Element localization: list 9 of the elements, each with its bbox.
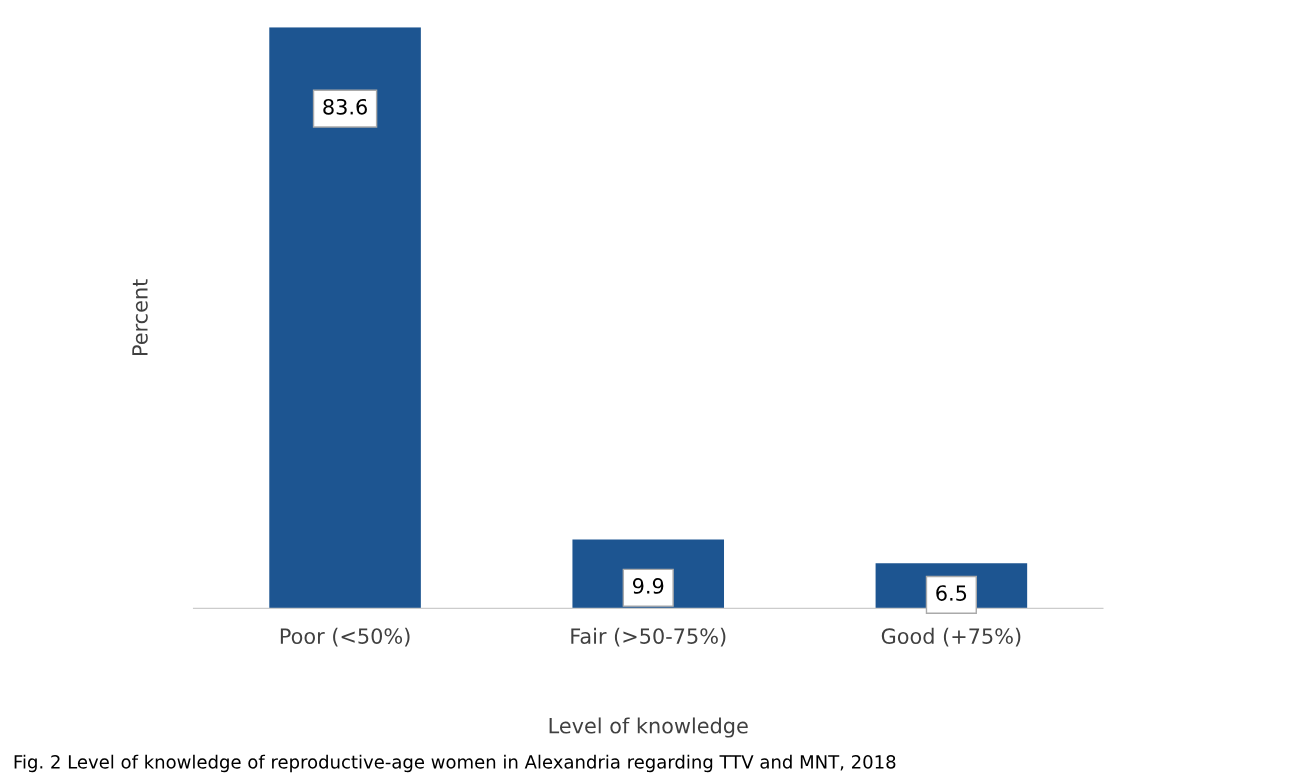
y-axis-title: Percent	[132, 279, 148, 355]
caption: Fig. 2 Level of knowledge of reproductive-age women in Alexandria regarding TTV and MNT, 2018	[14, 754, 896, 773]
x-axis-title: Level of knowledge	[549, 717, 748, 738]
data-label: 83.6	[323, 98, 367, 115]
data-label: 6.5	[936, 585, 967, 601]
x-tick-label: Good (+75%)	[881, 627, 1021, 647]
data-label: 9.9	[632, 578, 664, 594]
x-tick-label: Fair (>50-75%)	[571, 627, 726, 647]
x-tick-label: Poor (<50%)	[280, 627, 410, 647]
